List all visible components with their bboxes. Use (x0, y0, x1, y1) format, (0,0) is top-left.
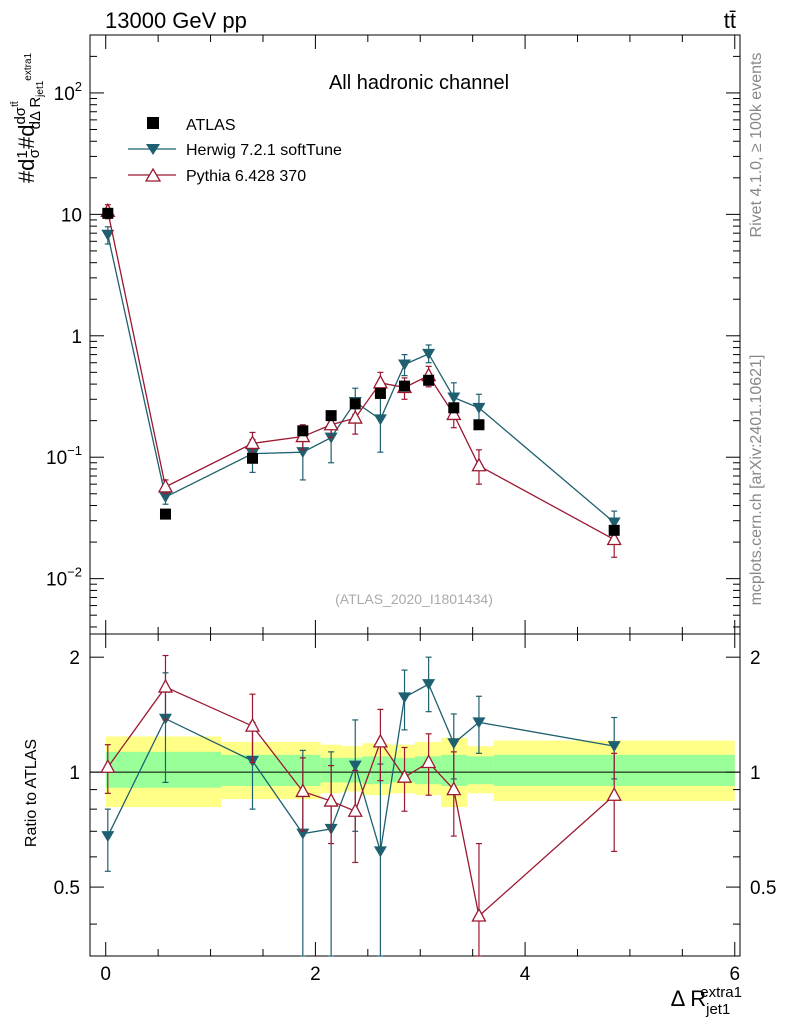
atlas-data-point (423, 374, 435, 386)
main-y-label: #d1σ#ddσtt̄ dΔ Rjet1extra1 (9, 52, 46, 183)
pythia-ratio-point (244, 717, 261, 732)
herwig-point (398, 359, 412, 371)
herwig-ratio-point (607, 741, 621, 753)
ratio-y-label: Ratio to ATLAS (23, 739, 40, 847)
pythia-point (347, 409, 363, 424)
main-y-tick-label: 10 (61, 205, 82, 226)
x-tick-label: 6 (729, 964, 740, 985)
ratio-y-tick-label: 1 (69, 763, 80, 784)
legend-pythia-marker (144, 167, 162, 182)
uncertainty-band-inner (137, 751, 222, 788)
main-y-tick-label: 10−1 (46, 443, 82, 469)
pythia-ratio-point (396, 768, 413, 783)
ratio-panel: 0 2 4 6 0.5 0.5 1 1 2 2 (54, 633, 776, 985)
herwig-point (422, 348, 436, 360)
legend-herwig-marker (146, 144, 160, 155)
pythia-ratio-point (295, 783, 311, 798)
analysis-watermark: (ATLAS_2020_I1801434) (335, 591, 493, 607)
herwig-point (296, 447, 310, 459)
pythia-point (157, 478, 174, 493)
herwig-point (373, 414, 387, 426)
main-panel: 10−2 10−1 1 10 102 All hadronic channel (ATL… (46, 34, 741, 635)
pythia-ratio-point (347, 802, 363, 817)
herwig-ratio-point (296, 828, 310, 840)
atlas-data-point (247, 452, 258, 464)
atlas-data-point (608, 524, 620, 536)
pythia-point (244, 435, 261, 450)
pythia-ratio-point (446, 781, 462, 796)
x-tick-label: 2 (310, 964, 321, 985)
atlas-data-point (473, 419, 485, 431)
pythia-ratio-point (421, 754, 437, 769)
main-y-tick-label: 10−2 (46, 565, 82, 591)
pythia-point (323, 416, 339, 431)
herwig-point (447, 392, 461, 404)
pythia-ratio-point (471, 907, 487, 922)
pythia-point (446, 406, 462, 421)
chart-title: All hadronic channel (329, 72, 509, 94)
rivet-version-label: Rivet 4.1.0, ≥ 100k events (748, 53, 765, 238)
pythia-ratio-point (157, 678, 174, 693)
atlas-data-point (399, 380, 411, 392)
mcplots-label: mcplots.cern.ch [arXiv:2401.10621] (748, 355, 765, 606)
herwig-ratio-point (373, 846, 387, 858)
pythia-ratio-point (323, 792, 339, 807)
legend-herwig-label: Herwig 7.2.1 softTune (186, 142, 342, 159)
legend-atlas-marker (147, 117, 159, 129)
pythia-ratio-point (372, 733, 388, 748)
main-y-tick-label: 1 (71, 327, 82, 348)
atlas-data-point (159, 508, 171, 520)
x-tick-label: 0 (100, 964, 111, 985)
ratio-y-tick-label-right: 1 (750, 763, 761, 784)
atlas-data-point (448, 402, 460, 414)
x-axis-label: Δ Rjet1extra1 (671, 984, 742, 1018)
ratio-y-tick-label: 0.5 (54, 878, 80, 899)
pythia-ratio-point (100, 758, 116, 773)
pythia-ratio-point (606, 786, 622, 801)
herwig-line (107, 234, 615, 523)
atlas-data-point (297, 425, 309, 437)
x-tick-label: 4 (520, 964, 531, 985)
ratio-y-tick-label-right: 0.5 (750, 878, 776, 899)
legend: ATLAS Herwig 7.2.1 softTune Pythia 6.428… (128, 117, 342, 185)
ratio-y-tick-label: 2 (69, 648, 80, 669)
herwig-ratio-point (472, 717, 486, 729)
ratio-frame (89, 633, 741, 957)
herwig-ratio-point (398, 692, 412, 704)
legend-atlas-label: ATLAS (186, 117, 236, 134)
pythia-point (606, 531, 622, 546)
pythia-point (471, 457, 487, 472)
atlas-data-point (374, 387, 386, 399)
legend-pythia-label: Pythia 6.428 370 (186, 168, 306, 185)
uncertainty-band-inner (467, 756, 494, 785)
herwig-ratio-point (101, 831, 115, 843)
pythia-point (372, 374, 388, 389)
herwig-ratio-point (447, 738, 461, 750)
herwig-ratio-point (422, 679, 436, 691)
atlas-data-point (325, 410, 337, 422)
herwig-ratio-point (348, 760, 362, 772)
herwig-point (158, 492, 172, 504)
final-state-label: tt̄ (724, 8, 736, 33)
process-label: 13000 GeV pp (105, 8, 247, 33)
atlas-data-point (102, 207, 114, 219)
ratio-y-tick-label-right: 2 (750, 648, 761, 669)
herwig-point (607, 517, 621, 529)
herwig-point (101, 229, 115, 241)
pythia-ratio-line (107, 686, 615, 918)
atlas-data-point (349, 398, 361, 410)
main-y-tick-label: 102 (54, 79, 82, 105)
herwig-point (472, 402, 486, 414)
pythia-line (107, 211, 615, 541)
